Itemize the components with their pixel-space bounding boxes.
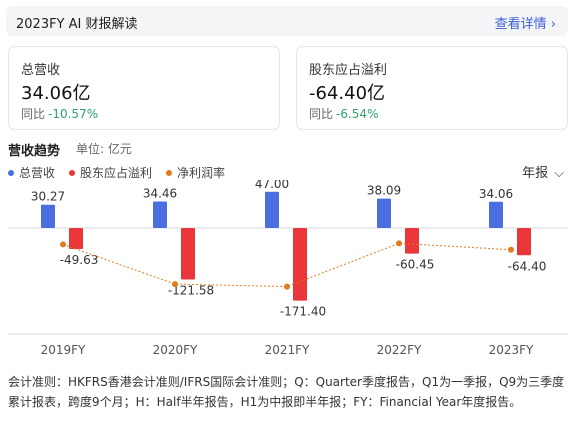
profit-value-label: -171.40 (280, 305, 326, 319)
revenue-value-label: 34.06 (479, 187, 513, 201)
chart-legend: 总营收 股东应占溢利 净利润率 (8, 164, 225, 181)
legend-profit-label: 股东应占溢利 (80, 166, 153, 180)
revenue-bar (377, 198, 391, 228)
profit-yoy-value: -6.54% (336, 107, 379, 121)
revenue-bar (153, 201, 167, 228)
net-margin-point (60, 241, 66, 248)
profit-value-label: -60.45 (396, 258, 435, 272)
section-title: 营收趋势 (8, 144, 61, 159)
revenue-card: 总营收 34.06亿 同比 -10.57% (8, 46, 280, 130)
revenue-value-label: 30.27 (31, 190, 65, 204)
profit-bar (69, 228, 83, 250)
net-margin-point (172, 281, 178, 288)
revenue-value: 34.06亿 (21, 83, 91, 104)
period-label: 年报 (522, 166, 549, 181)
header-title: 2023FY AI 财报解读 (16, 17, 138, 32)
net-margin-line (62, 242, 512, 288)
chevron-down-icon: ⌵ (554, 166, 564, 181)
profit-bar (405, 228, 419, 254)
ai-report-header: 2023FY AI 财报解读 查看详情 › (6, 6, 568, 36)
revenue-bar (489, 201, 503, 228)
profit-value-label: -49.63 (60, 253, 99, 267)
net-margin-point (508, 246, 514, 253)
legend-margin-label: 净利润率 (177, 166, 226, 180)
profit-label: 股东应占溢利 (309, 63, 388, 78)
revenue-yoy: 同比 -10.57% (21, 105, 98, 122)
revenue-value-label: 34.46 (143, 186, 177, 200)
x-tick-label: 2020FY (153, 343, 198, 357)
legend-revenue[interactable]: 总营收 (8, 164, 55, 181)
legend-profit-dot (69, 169, 76, 176)
legend-margin-dot (166, 169, 173, 176)
net-margin-point (284, 283, 290, 290)
profit-bar (181, 228, 195, 280)
x-tick-label: 2023FY (489, 343, 534, 357)
legend-revenue-label: 总营收 (19, 166, 56, 180)
net-margin-point (396, 240, 402, 247)
legend-margin[interactable]: 净利润率 (166, 164, 225, 181)
profit-yoy-label: 同比 (309, 107, 334, 121)
revenue-value-label: 47.00 (255, 180, 289, 191)
profit-value: -64.40亿 (309, 83, 386, 104)
revenue-value-label: 38.09 (367, 184, 401, 198)
section-unit: 单位: 亿元 (76, 142, 132, 156)
x-tick-label: 2021FY (265, 343, 310, 357)
revenue-bar (41, 204, 55, 228)
legend-profit[interactable]: 股东应占溢利 (69, 164, 152, 181)
profit-yoy: 同比 -6.54% (309, 105, 378, 122)
profit-value-label: -64.40 (508, 259, 547, 273)
profit-value-label: -121.58 (168, 283, 214, 297)
revenue-trend-chart: 30.27 -49.63 2019FY 34.46 -121.58 2020FY 47.00… (8, 180, 568, 357)
legend-revenue-dot (8, 169, 14, 176)
view-details-link[interactable]: 查看详情 › (494, 17, 556, 32)
accounting-footnote: 会计准则：HKFRS香港会计准则/IFRS国际会计准则；Q：Quarter季度报… (8, 375, 565, 409)
revenue-label: 总营收 (21, 63, 61, 78)
period-select[interactable]: 年报 ⌵ (522, 162, 564, 181)
profit-card: 股东应占溢利 -64.40亿 同比 -6.54% (296, 46, 568, 130)
x-tick-label: 2019FY (41, 343, 86, 357)
revenue-bar (265, 191, 279, 228)
profit-bar (517, 228, 531, 256)
revenue-yoy-value: -10.57% (48, 107, 99, 121)
x-tick-label: 2022FY (377, 343, 422, 357)
profit-bar (293, 228, 307, 301)
revenue-yoy-label: 同比 (21, 107, 46, 121)
